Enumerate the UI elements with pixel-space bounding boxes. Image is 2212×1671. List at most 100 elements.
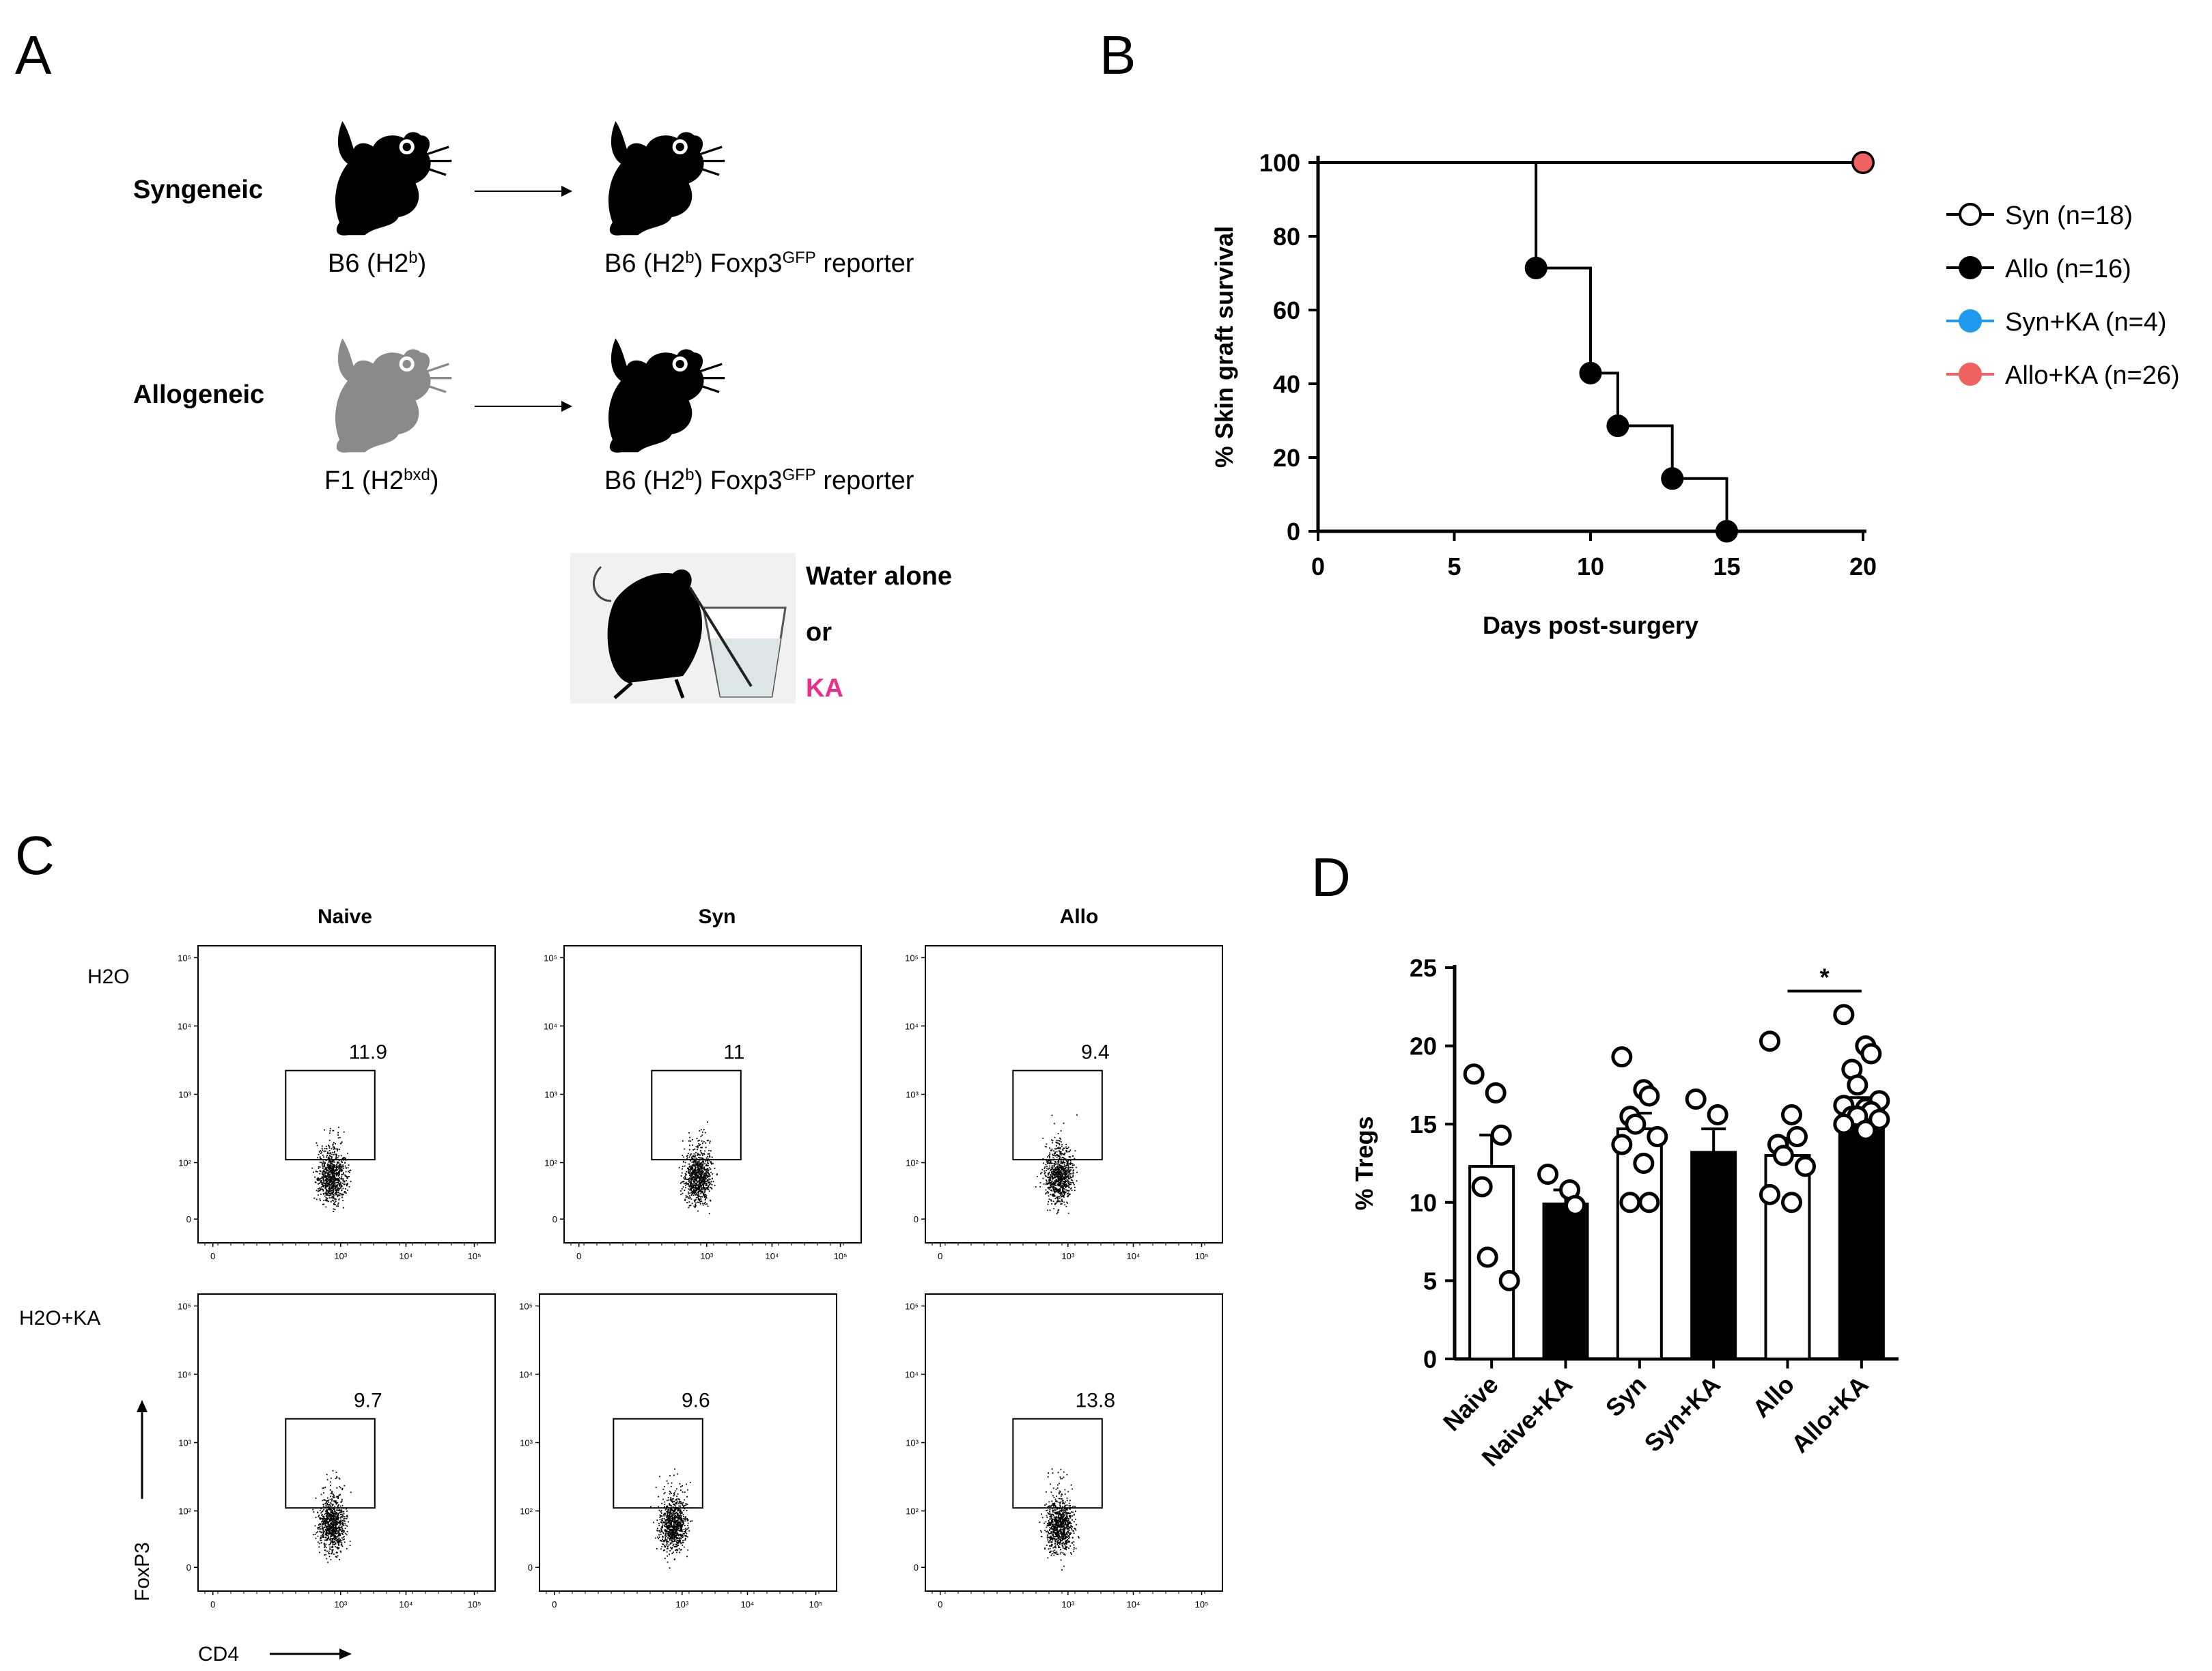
survival-point bbox=[1851, 151, 1875, 174]
group-label-allogeneic: Allogeneic bbox=[133, 380, 264, 409]
flow-plot-frame bbox=[925, 945, 1223, 1244]
flow-tick-label: 10⁴ bbox=[399, 1251, 412, 1261]
flow-tick-label: 10² bbox=[544, 1158, 557, 1168]
flow-plots: 10⁵ 10⁴ 10³ 10² 0 0 10³ 10⁴ 10⁵ 11.9 10⁵ 10⁴ 10³ 10² 0… bbox=[178, 945, 1223, 1610]
series-line bbox=[1318, 161, 1863, 533]
panel-letter-a: A bbox=[15, 25, 52, 85]
gate-box bbox=[651, 1069, 742, 1161]
legend-marker bbox=[1959, 309, 1982, 333]
y-tick-label: 25 bbox=[1410, 954, 1437, 982]
row-label-h2o-ka: H2O+KA bbox=[19, 1307, 100, 1330]
donor-label-allogeneic: F1 (H2bxd) bbox=[324, 466, 439, 496]
flow-tick-label: 0 bbox=[938, 1599, 942, 1610]
survival-point bbox=[1661, 467, 1684, 490]
flow-tick-label: 10⁵ bbox=[1195, 1599, 1209, 1610]
survival-point bbox=[1524, 256, 1548, 279]
data-point bbox=[1781, 1192, 1802, 1213]
flow-tick-label: 10⁴ bbox=[178, 1369, 191, 1379]
cd4-axis-arrow-icon bbox=[270, 1648, 352, 1659]
data-point bbox=[1685, 1089, 1707, 1110]
flow-tick-label: 10⁵ bbox=[905, 953, 919, 963]
data-point bbox=[1611, 1134, 1633, 1155]
flow-tick-label: 10⁵ bbox=[468, 1251, 481, 1261]
x-tick-label: 15 bbox=[1713, 552, 1740, 580]
survival-chart: 0 20 40 60 80 100 0 5 10 15 20 Days post-surgery % S… bbox=[1210, 149, 2180, 639]
gate-box bbox=[1012, 1418, 1103, 1509]
flow-events bbox=[1039, 1468, 1080, 1571]
legend-label: Syn (n=18) bbox=[2005, 201, 2133, 230]
gate-value: 9.6 bbox=[682, 1389, 710, 1412]
data-point bbox=[1463, 1063, 1485, 1085]
arrow-syngeneic-icon bbox=[475, 186, 572, 197]
gate-box bbox=[613, 1418, 703, 1509]
treatment-water: Water alone bbox=[806, 562, 952, 591]
flow-tick-label: 10⁴ bbox=[905, 1021, 919, 1031]
y-tick-label: 60 bbox=[1273, 296, 1300, 324]
data-point bbox=[1868, 1108, 1890, 1130]
data-point bbox=[1781, 1104, 1802, 1125]
mouse-recipient-syngeneic-icon bbox=[607, 120, 726, 236]
flow-tick-label: 0 bbox=[186, 1214, 191, 1224]
flow-plot: 10⁵ 10⁴ 10³ 10² 0 0 10³ 10⁴ 10⁵ 11 bbox=[544, 945, 862, 1261]
gate-box bbox=[1012, 1069, 1103, 1161]
flow-tick-label: 10⁵ bbox=[809, 1599, 823, 1610]
data-point bbox=[1855, 1119, 1877, 1141]
data-point bbox=[1787, 1126, 1808, 1148]
flow-tick-label: 10⁴ bbox=[544, 1021, 557, 1031]
flow-plot: 10⁵ 10⁴ 10³ 10² 0 0 10³ 10⁴ 10⁵ 11.9 bbox=[178, 945, 496, 1261]
data-point bbox=[1476, 1246, 1498, 1268]
gate-box bbox=[285, 1069, 376, 1161]
recipient-label-allogeneic: B6 (H2b) Foxp3GFP reporter bbox=[604, 466, 914, 496]
flow-plot-frame bbox=[197, 945, 496, 1244]
flow-tick-label: 10³ bbox=[334, 1599, 347, 1610]
flow-tick-label: 0 bbox=[210, 1251, 215, 1261]
flow-tick-label: 10³ bbox=[520, 1438, 533, 1448]
axis-label-cd4: CD4 bbox=[198, 1643, 239, 1666]
y-tick-label: 20 bbox=[1273, 444, 1300, 472]
flow-tick-label: 10⁵ bbox=[544, 953, 557, 963]
flow-tick-label: 10⁵ bbox=[905, 1301, 919, 1311]
flow-tick-label: 10³ bbox=[544, 1090, 557, 1100]
y-tick-label: 20 bbox=[1410, 1033, 1437, 1061]
flow-tick-label: 0 bbox=[552, 1214, 557, 1224]
flow-plot: 10⁵ 10⁴ 10³ 10² 0 0 10³ 10⁴ 10⁵ 9.4 bbox=[905, 945, 1223, 1261]
flow-tick-label: 10⁴ bbox=[1126, 1251, 1140, 1261]
flow-tick-label: 0 bbox=[528, 1562, 533, 1573]
flow-tick-label: 10³ bbox=[700, 1251, 713, 1261]
legend-entry: Syn (n=18) bbox=[1946, 201, 2133, 230]
panel-c: C Naive Syn Allo H2O H2O+KA 10⁵ 10⁴ 10³ 10²… bbox=[15, 825, 1223, 1666]
mouse-donor-allogeneic-icon bbox=[334, 337, 453, 453]
x-tick-label: 5 bbox=[1447, 552, 1461, 580]
axis-label-foxp3: FoxP3 bbox=[131, 1542, 154, 1601]
data-point bbox=[1847, 1074, 1868, 1096]
legend-label: Syn+KA (n=4) bbox=[2005, 308, 2167, 337]
survival-point bbox=[1716, 520, 1738, 543]
flow-tick-label: 10⁵ bbox=[468, 1599, 481, 1610]
x-tick-label: 0 bbox=[1311, 552, 1325, 580]
flow-tick-label: 10⁴ bbox=[1126, 1599, 1140, 1610]
flow-tick-label: 10³ bbox=[334, 1251, 347, 1261]
flow-tick-label: 10⁵ bbox=[178, 1301, 191, 1311]
legend-label: Allo+KA (n=26) bbox=[2005, 361, 2180, 390]
recipient-label-syngeneic: B6 (H2b) Foxp3GFP reporter bbox=[604, 249, 914, 279]
y-tick-label: 15 bbox=[1410, 1110, 1437, 1138]
flow-events bbox=[312, 1470, 352, 1563]
x-tick-label: Syn bbox=[1600, 1371, 1652, 1422]
x-tick-label: Syn+KA bbox=[1639, 1371, 1726, 1457]
x-tick-label: Allo bbox=[1747, 1371, 1800, 1423]
data-point bbox=[1619, 1192, 1641, 1213]
x-tick-label: 20 bbox=[1849, 552, 1877, 580]
flow-tick-label: 10⁵ bbox=[1195, 1251, 1209, 1261]
data-point bbox=[1707, 1104, 1728, 1125]
flow-plot: 10⁵ 10⁴ 10³ 10² 0 0 10³ 10⁴ 10⁵ 13.8 bbox=[905, 1293, 1223, 1610]
flow-plot: 10⁵ 10⁴ 10³ 10² 0 0 10³ 10⁴ 10⁵ 9.6 bbox=[519, 1293, 837, 1610]
flow-tick-label: 10⁵ bbox=[519, 1301, 533, 1311]
data-point bbox=[1625, 1113, 1647, 1135]
y-axis-title: % Tregs bbox=[1350, 1116, 1378, 1210]
group-label-syngeneic: Syngeneic bbox=[133, 175, 263, 204]
x-axis-title: Days post-surgery bbox=[1483, 611, 1698, 639]
legend-entry: Allo (n=16) bbox=[1946, 255, 2131, 283]
legend-label: Allo (n=16) bbox=[2005, 255, 2131, 283]
